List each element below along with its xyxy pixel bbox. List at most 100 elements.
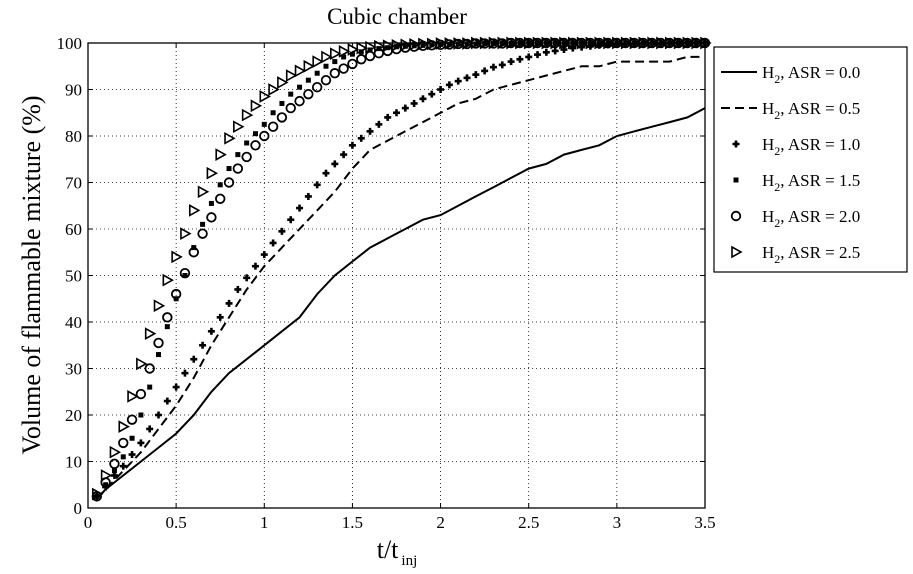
legend-name: , ASR = 0.0 <box>780 63 860 82</box>
data-point <box>481 67 489 75</box>
data-point <box>426 37 439 51</box>
data-point <box>234 285 242 293</box>
data-point <box>277 76 289 89</box>
data-point <box>463 74 471 82</box>
data-point <box>411 43 417 49</box>
data-point <box>402 43 408 49</box>
data-point <box>92 487 104 501</box>
legend-subscript: 2 <box>774 72 780 86</box>
data-point <box>206 212 217 223</box>
data-point <box>329 68 341 79</box>
data-point <box>473 41 479 47</box>
data-point <box>171 250 183 264</box>
chart-title: Cubic chamber <box>327 4 467 29</box>
data-point <box>464 41 470 47</box>
data-point <box>208 200 214 206</box>
data-point <box>269 239 277 247</box>
y-ticks: 0 10 20 30 40 50 60 70 80 90 100 <box>57 34 705 518</box>
data-point <box>329 47 342 61</box>
y-tick-label: 80 <box>65 127 82 146</box>
data-point <box>129 435 135 441</box>
data-point <box>303 88 314 100</box>
legend-item: H2, ASR = 0.5 <box>721 99 860 122</box>
data-point <box>303 59 316 73</box>
data-point <box>197 185 210 199</box>
data-point <box>244 140 250 146</box>
x-axis-label: t/t inj <box>377 535 418 569</box>
data-point <box>365 40 377 54</box>
series-0 <box>96 107 706 500</box>
data-point <box>243 274 251 282</box>
y-tick-label: 30 <box>65 360 82 379</box>
data-point <box>136 357 148 371</box>
data-point <box>225 299 233 307</box>
y-tick-label: 100 <box>57 34 83 53</box>
x-tick-label: 3 <box>613 513 622 532</box>
data-point <box>374 39 386 53</box>
data-point <box>525 53 533 61</box>
data-point <box>179 267 191 279</box>
data-point <box>224 131 236 145</box>
legend-label: H2, ASR = 1.5 <box>762 171 860 194</box>
data-point <box>144 327 157 340</box>
legend-label: H2, ASR = 2.5 <box>762 243 860 266</box>
legend-prefix: H <box>762 99 774 118</box>
data-point <box>507 58 515 66</box>
data-point <box>146 425 154 433</box>
legend-item: H2, ASR = 1.0 <box>732 135 860 158</box>
legend-name: , ASR = 1.5 <box>780 171 860 190</box>
data-point <box>304 192 312 200</box>
data-point <box>287 216 295 224</box>
data-point <box>235 152 241 158</box>
x-tick-label: 2 <box>436 513 445 532</box>
data-point <box>147 384 153 390</box>
series-1 <box>96 55 705 500</box>
data-point <box>358 49 364 55</box>
data-point <box>215 148 227 161</box>
data-point <box>118 420 130 433</box>
data-point <box>128 451 136 459</box>
data-point <box>311 81 323 93</box>
data-point <box>312 55 324 68</box>
data-point <box>180 227 192 241</box>
data-point <box>182 273 188 278</box>
data-point <box>455 41 461 47</box>
data-point <box>250 140 261 151</box>
y-tick-label: 70 <box>65 174 82 193</box>
data-point <box>446 41 452 47</box>
data-point <box>100 469 113 482</box>
data-point <box>241 151 252 163</box>
data-point <box>534 51 542 59</box>
data-point <box>259 130 270 142</box>
data-point <box>384 113 392 121</box>
legend-subscript: 2 <box>774 252 780 266</box>
data-point <box>285 69 298 82</box>
data-point <box>294 95 305 107</box>
legend-items: H2, ASR = 0.0H2, ASR = 0.5H2, ASR = 1.0H… <box>721 63 860 266</box>
data-point <box>276 112 288 123</box>
y-tick-label: 40 <box>65 313 82 332</box>
data-point <box>144 363 155 374</box>
data-point <box>420 42 426 48</box>
data-point <box>226 166 232 172</box>
data-point <box>347 58 358 70</box>
data-point <box>314 70 320 76</box>
legend-marker <box>733 177 739 183</box>
legend-label: H2, ASR = 0.5 <box>762 99 860 122</box>
data-point <box>419 95 427 103</box>
x-tick-label: 2.5 <box>518 513 539 532</box>
data-point <box>321 50 333 64</box>
data-point <box>200 221 206 227</box>
data-point <box>356 41 368 55</box>
data-point <box>498 61 506 69</box>
data-point <box>268 83 280 96</box>
legend-item: H2, ASR = 0.0 <box>721 63 860 86</box>
data-point <box>215 193 226 204</box>
series-layer <box>91 36 712 502</box>
legend-item: H2, ASR = 1.5 <box>733 171 860 194</box>
y-tick-label: 10 <box>65 453 82 472</box>
data-point <box>305 77 311 83</box>
data-point <box>261 121 267 127</box>
data-point <box>207 327 215 335</box>
